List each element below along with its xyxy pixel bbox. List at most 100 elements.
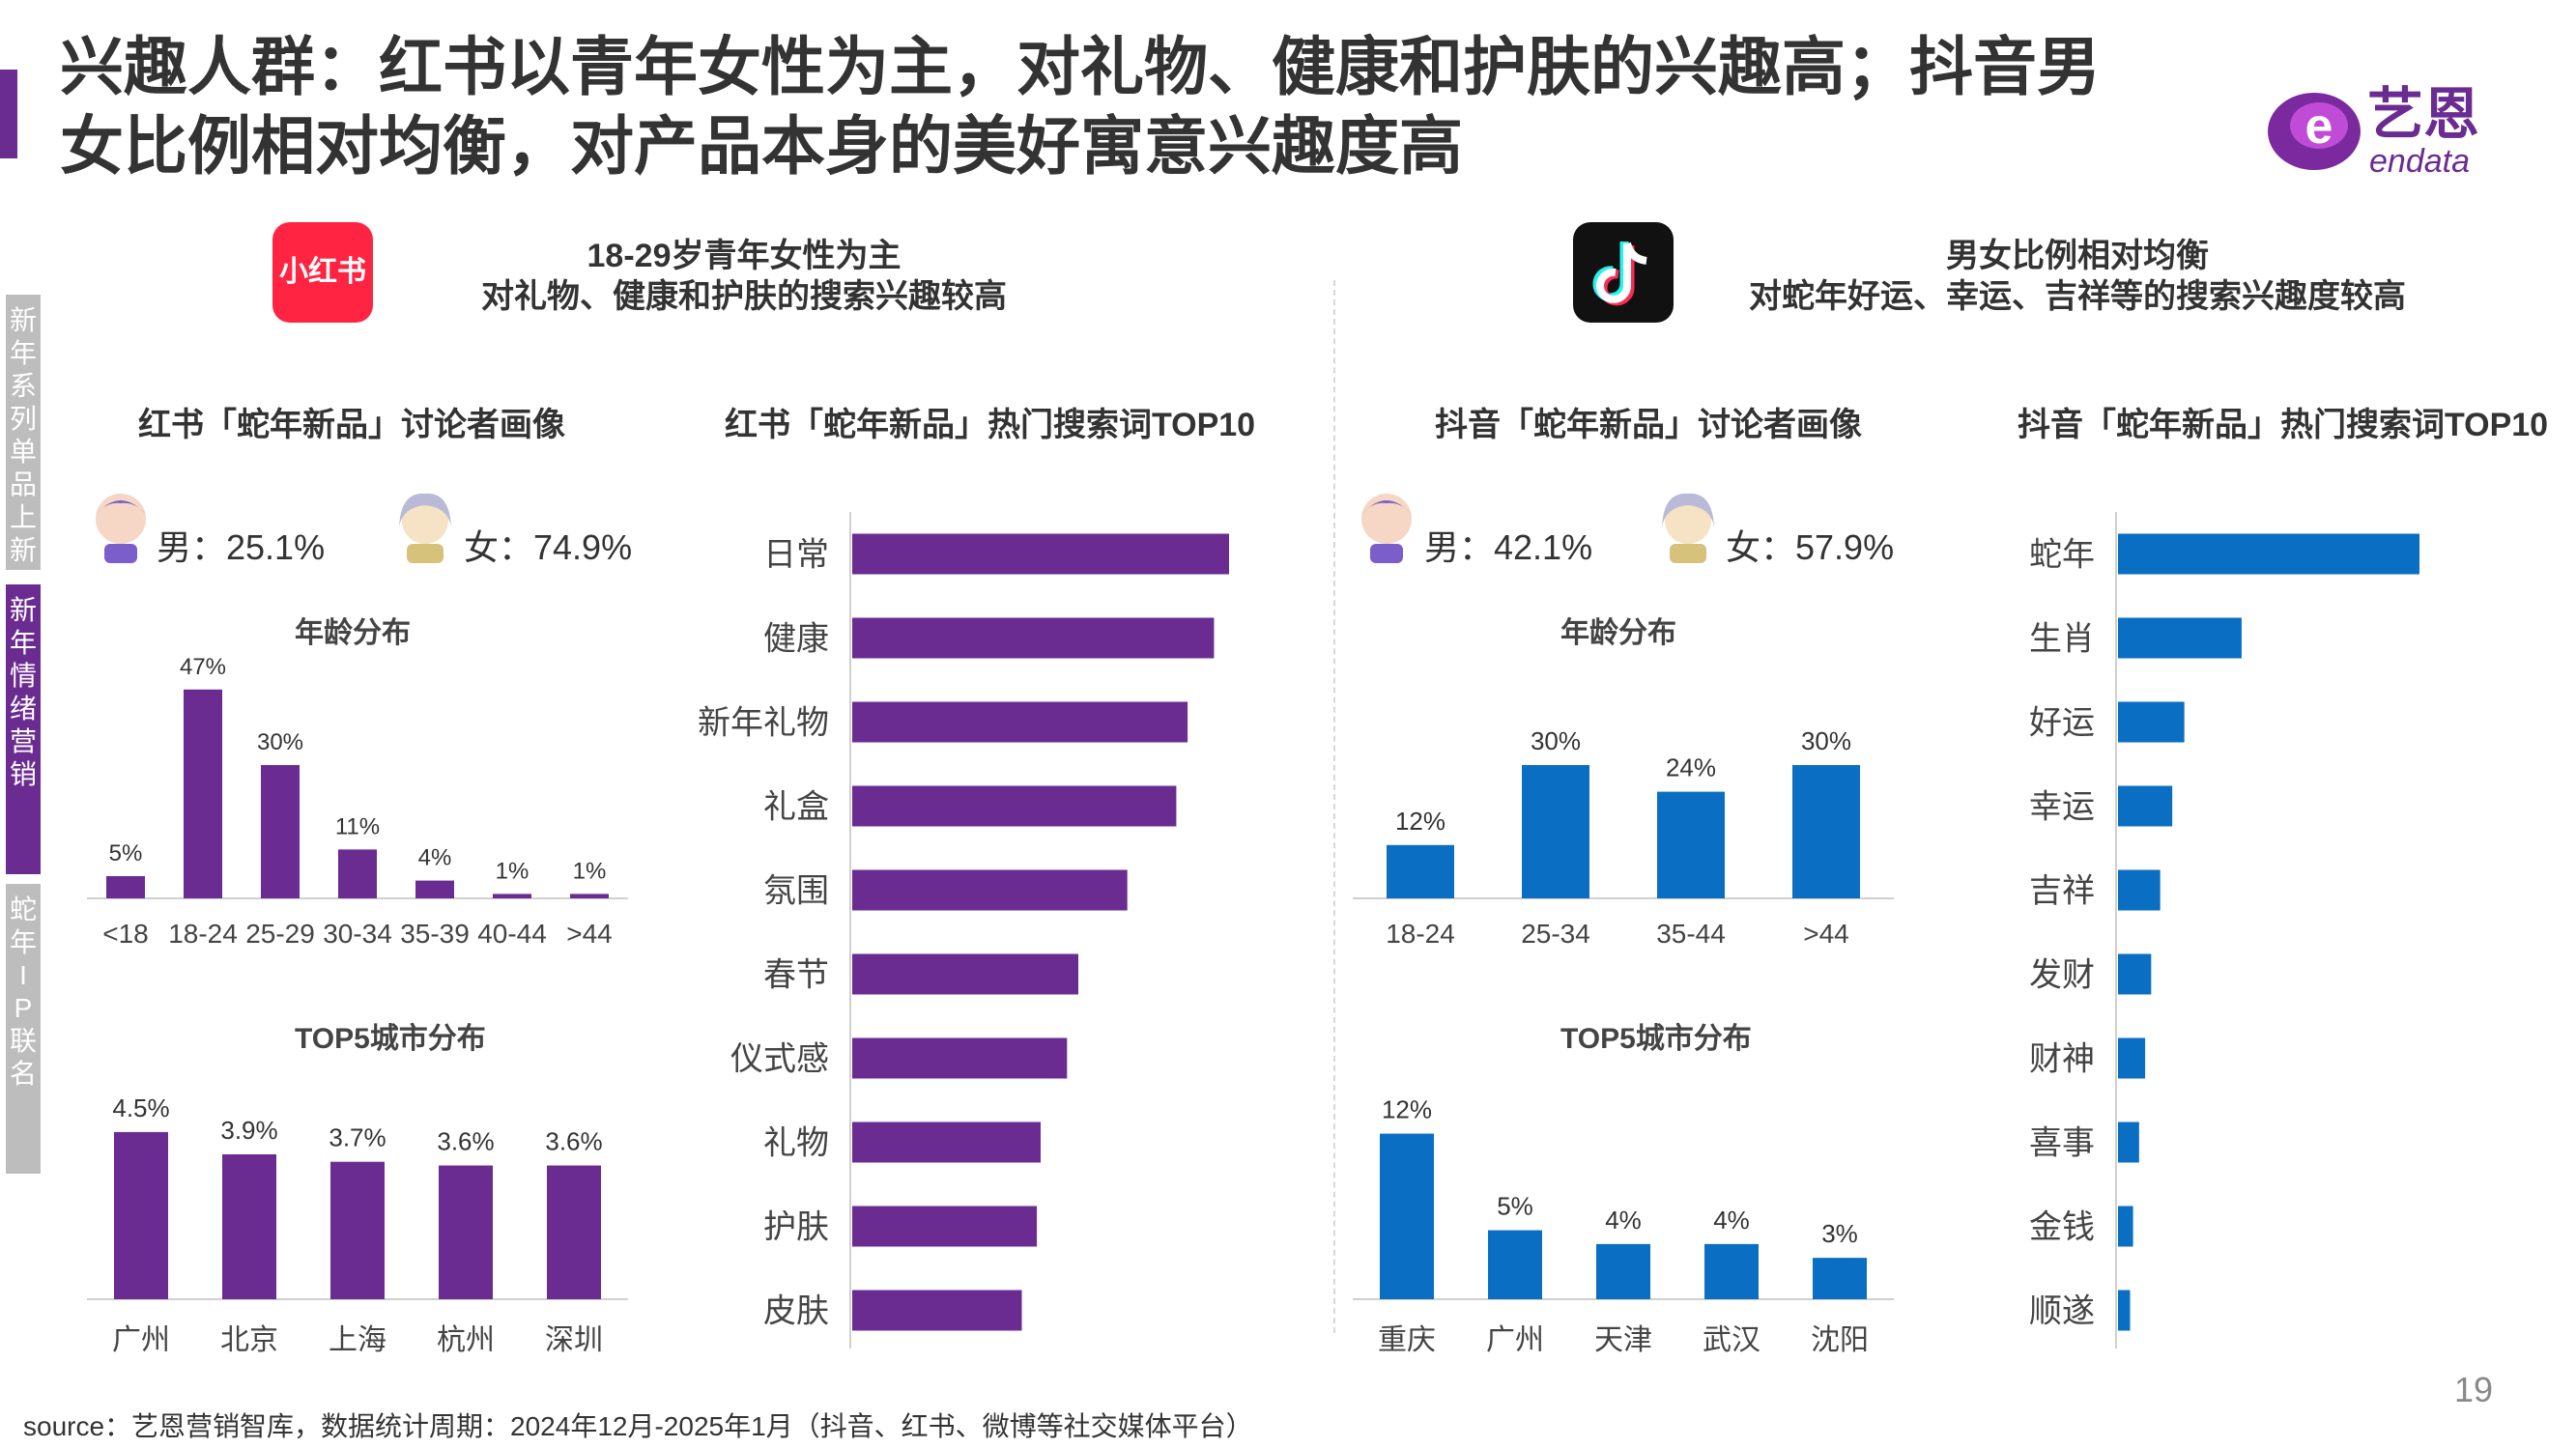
category-label: 礼物 [763, 1125, 829, 1162]
source-note: source：艺恩营销智库，数据统计周期：2024年12月-2025年1月（抖音… [23, 1411, 1253, 1441]
data-label: 4% [418, 845, 452, 871]
right-profile-title: 抖音「蛇年新品」讨论者画像 [1435, 407, 1862, 443]
category-label: 健康 [763, 621, 829, 658]
side-tab-char: 名 [9, 1059, 37, 1089]
bar [1657, 791, 1725, 898]
tick-label: 35-44 [1656, 919, 1726, 949]
xhs-city-chart: 4.5% 广州 3.9% 北京 3.7% 上海 3.6% 杭州 3.6% 深圳 [87, 1093, 628, 1356]
side-tab-emotion-marketing[interactable]: 新年情绪营销 [6, 584, 41, 874]
bar [1488, 1230, 1542, 1299]
svg-text:e: e [2305, 99, 2333, 155]
left-age-title: 年龄分布 [295, 617, 411, 649]
left-header-line1: 18-29岁青年女性为主 [587, 238, 902, 274]
bar [114, 1131, 168, 1299]
data-label: 4.5% [112, 1093, 169, 1122]
douyin-note-icon [1592, 241, 1647, 306]
right-header-line1: 男女比例相对均衡 [1946, 238, 2209, 274]
bar [2118, 953, 2152, 995]
data-label: 24% [1666, 753, 1716, 782]
data-label: 47% [180, 654, 226, 680]
category-label: 好运 [2029, 705, 2095, 742]
side-tab-char: 联 [9, 1026, 37, 1056]
category-label: 吉祥 [2029, 873, 2095, 910]
left-header: 18-29岁青年女性为主 对礼物、健康和护肤的搜索兴趣较高 [425, 236, 1063, 317]
side-tab-char: 新 [9, 305, 37, 335]
category-label: 新年礼物 [698, 705, 829, 742]
right-header: 男女比例相对均衡 对蛇年好运、幸运、吉祥等的搜索兴趣度较高 [1730, 236, 2425, 317]
tick-label: 上海 [329, 1324, 386, 1356]
bar [184, 689, 222, 898]
bar [1522, 765, 1589, 898]
side-tab-char: 情 [9, 661, 37, 691]
side-tab-new-products[interactable]: 新年系列单品上新 [6, 295, 41, 570]
bar [222, 1154, 276, 1299]
xiaohongshu-icon-text: 小红书 [279, 256, 366, 288]
tick-label: <18 [102, 919, 149, 949]
douyin-icon [1573, 222, 1674, 323]
male-avatar-icon [96, 494, 146, 563]
bar [570, 894, 609, 898]
bar [338, 849, 377, 898]
right-search-title: 抖音「蛇年新品」热门搜索词TOP10 [2018, 407, 2549, 443]
side-tab-char: 列 [9, 404, 37, 434]
page-title-line2: 女比例相对均衡，对产品本身的美好寓意兴趣度高 [60, 110, 1463, 182]
tick-label: 25-29 [245, 919, 315, 949]
bar [852, 1290, 1022, 1331]
tick-label: 35-39 [400, 919, 470, 949]
tick-label: 天津 [1594, 1324, 1652, 1356]
bar [330, 1161, 385, 1299]
tick-label: 重庆 [1378, 1324, 1436, 1356]
right-age-title: 年龄分布 [1560, 617, 1676, 649]
category-label: 仪式感 [730, 1041, 829, 1078]
side-tab-char: P [14, 993, 33, 1023]
side-tab-char: 上 [9, 502, 37, 532]
female-avatar-icon [1662, 493, 1714, 563]
category-label: 发财 [2029, 957, 2095, 994]
endata-logo-icon: e 艺恩 endata [2268, 83, 2479, 180]
category-label: 礼盒 [763, 789, 829, 826]
data-label: 12% [1382, 1095, 1432, 1124]
bar [415, 880, 454, 898]
bar [852, 1206, 1038, 1247]
category-label: 顺遂 [2029, 1293, 2095, 1330]
bar [2118, 533, 2419, 575]
logo-en-text: endata [2369, 143, 2470, 180]
data-label: 3% [1821, 1219, 1858, 1248]
left-male-share: 男：25.1% [157, 527, 326, 567]
tick-label: 18-24 [1386, 919, 1455, 949]
side-tab-char: I [19, 960, 27, 990]
tick-label: >44 [1803, 919, 1849, 949]
tick-label: 北京 [220, 1324, 278, 1356]
tick-label: 18-24 [168, 919, 238, 949]
left-female-share: 女：74.9% [464, 527, 633, 567]
side-tab-char: 系 [9, 371, 37, 401]
side-tab-char: 年 [9, 628, 37, 658]
female-avatar-icon [399, 493, 451, 563]
male-avatar-icon [1361, 494, 1412, 563]
tick-label: 广州 [112, 1324, 170, 1356]
side-tab-char: 新 [9, 535, 37, 565]
side-tab-char: 单 [9, 437, 37, 467]
category-label: 春节 [763, 957, 829, 994]
bar [1380, 1133, 1434, 1299]
data-label: 3.6% [545, 1127, 602, 1156]
right-female-share: 女：57.9% [1726, 527, 1895, 567]
dy-age-chart: 12% 18-24 30% 25-34 24% 35-44 30% >44 [1353, 726, 1894, 949]
bar [1792, 765, 1860, 898]
tick-label: 深圳 [545, 1324, 603, 1356]
bar [493, 894, 531, 898]
left-search-title: 红书「蛇年新品」热门搜索词TOP10 [725, 407, 1256, 443]
page-number: 19 [2454, 1370, 2494, 1409]
data-label: 11% [335, 813, 380, 839]
right-city-title: TOP5城市分布 [1560, 1023, 1752, 1055]
category-label: 金钱 [2029, 1209, 2095, 1246]
bar [1813, 1258, 1867, 1299]
bar [2118, 869, 2161, 911]
bar [2118, 1206, 2133, 1247]
category-label: 日常 [763, 537, 829, 574]
data-label: 30% [1801, 726, 1851, 755]
page-title-line1: 兴趣人群：红书以青年女性为主，对礼物、健康和护肤的兴趣高；抖音男 [60, 31, 2101, 102]
